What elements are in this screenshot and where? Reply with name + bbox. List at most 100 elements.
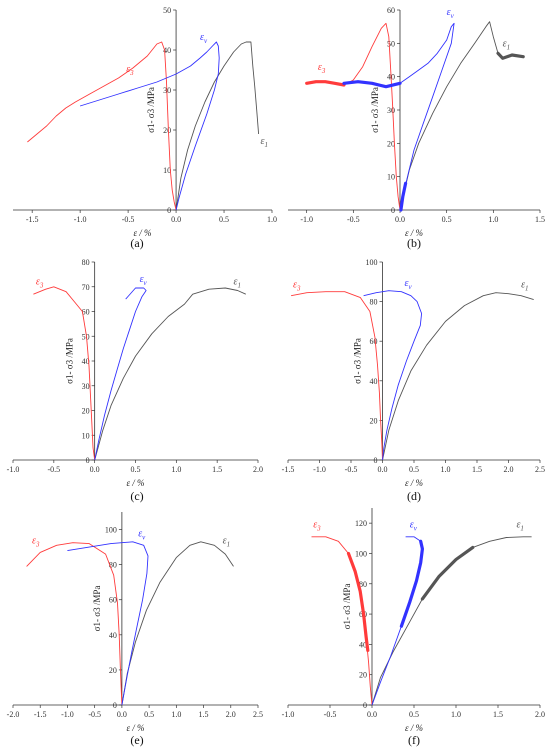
panel-caption: (b) bbox=[407, 236, 421, 250]
series-label-main: ε bbox=[260, 136, 264, 147]
x-tick-label: 1.0 bbox=[451, 710, 461, 719]
panel-caption: (a) bbox=[130, 236, 143, 250]
series-label-main: ε bbox=[293, 280, 297, 291]
series-line-epsv bbox=[363, 290, 423, 461]
series-label-main: ε bbox=[405, 278, 409, 289]
x-tick-label: 0.0 bbox=[90, 465, 100, 474]
y-tick-label: 0 bbox=[167, 206, 171, 215]
series-label-eps3: ε3 bbox=[318, 62, 326, 75]
y-tick-label: 80 bbox=[370, 298, 378, 307]
series-label-epsv: εv bbox=[200, 32, 208, 45]
x-tick-label: 1.0 bbox=[441, 465, 451, 474]
series-label-sub: 1 bbox=[525, 285, 529, 293]
x-axis-title: ε / % bbox=[126, 723, 144, 733]
chart-panel-d: -1.5 -1.0 -0.5 0.0 0.5 1.0 1.5 2.0 2.5 0 20 40 60 80 1… bbox=[282, 258, 545, 503]
x-tick-label: 0.0 bbox=[171, 215, 181, 224]
y-tick-label: 0 bbox=[391, 206, 395, 215]
y-tick-label: 100 bbox=[105, 526, 117, 535]
series-label-main: ε bbox=[521, 280, 525, 291]
bold-segment-eps3 bbox=[305, 80, 346, 87]
x-axis-title: ε / % bbox=[126, 478, 144, 488]
series-label-sub: v bbox=[204, 37, 208, 45]
series-label-sub: 3 bbox=[129, 69, 134, 77]
series-line-epsv bbox=[94, 287, 147, 461]
series-line-epsv bbox=[79, 41, 220, 211]
series-label-main: ε bbox=[200, 32, 204, 43]
x-tick-label: -0.5 bbox=[122, 215, 135, 224]
series-line-eps1 bbox=[121, 541, 234, 706]
chart-panel-e: -2.0 -1.5 -1.0 -0.5 0.0 0.5 1.0 1.5 2.0 2.5 0 20 40 6… bbox=[7, 512, 263, 747]
x-tick-label: -0.5 bbox=[47, 465, 60, 474]
y-axis-title: σ1- σ3 /MPa bbox=[146, 87, 156, 133]
series-label-eps1: ε1 bbox=[234, 276, 241, 289]
series-label-eps1: ε1 bbox=[260, 136, 267, 149]
series-label-eps3: ε3 bbox=[36, 276, 44, 289]
x-tick-label: 0.0 bbox=[395, 215, 405, 224]
series-label-main: ε bbox=[36, 276, 40, 287]
series-label-sub: 3 bbox=[316, 525, 321, 533]
series-label-main: ε bbox=[516, 520, 520, 531]
y-tick-label: 30 bbox=[82, 382, 90, 391]
y-tick-label: 60 bbox=[387, 6, 395, 15]
series-line-eps1 bbox=[382, 292, 534, 461]
x-tick-label: 2.0 bbox=[504, 465, 514, 474]
chart-panel-f: -1.0 -0.5 0.0 0.5 1.0 1.5 2.0020406080100120ε … bbox=[282, 508, 545, 747]
series-label-main: ε bbox=[140, 274, 144, 285]
x-tick-label: 0.0 bbox=[117, 710, 127, 719]
y-tick-label: 80 bbox=[109, 561, 117, 570]
series-label-main: ε bbox=[223, 536, 227, 547]
series-line-eps3 bbox=[27, 41, 177, 211]
y-tick-label: 50 bbox=[163, 6, 171, 15]
x-axis-title: ε / % bbox=[405, 228, 423, 238]
series-label-main: ε bbox=[410, 520, 414, 531]
panel-caption: (e) bbox=[130, 733, 143, 747]
x-tick-label: 0.5 bbox=[144, 710, 154, 719]
y-tick-label: 0 bbox=[374, 456, 378, 465]
x-tick-label: 2.0 bbox=[253, 465, 263, 474]
x-tick-label: 2.0 bbox=[226, 710, 236, 719]
series-label-eps1: ε1 bbox=[503, 39, 510, 52]
x-tick-label: -1.0 bbox=[300, 215, 313, 224]
x-tick-label: -1.5 bbox=[26, 215, 39, 224]
x-tick-label: 0.0 bbox=[367, 710, 377, 719]
y-axis-title: σ1- σ3 /MPa bbox=[92, 586, 102, 632]
series-label-main: ε bbox=[313, 520, 317, 531]
series-label-main: ε bbox=[503, 39, 507, 50]
x-tick-label: 0.5 bbox=[442, 215, 452, 224]
x-axis-title: ε / % bbox=[133, 228, 151, 238]
bold-segment-eps1 bbox=[496, 51, 525, 60]
x-tick-label: -0.5 bbox=[347, 215, 360, 224]
y-tick-label: 60 bbox=[109, 596, 117, 605]
series-line-eps3 bbox=[26, 542, 123, 706]
panel-caption: (d) bbox=[407, 489, 421, 503]
bold-segment-epsv bbox=[399, 539, 424, 628]
series-line-eps1 bbox=[399, 21, 524, 211]
y-tick-label: 20 bbox=[370, 416, 378, 425]
y-tick-label: 20 bbox=[359, 671, 367, 680]
series-line-epsv bbox=[343, 22, 455, 211]
series-line-eps3 bbox=[33, 286, 96, 461]
y-tick-label: 60 bbox=[370, 337, 378, 346]
series-label-epsv: εv bbox=[140, 274, 148, 287]
x-tick-label: -1.5 bbox=[282, 465, 295, 474]
y-axis-title: σ1- σ3 /MPa bbox=[342, 584, 352, 630]
x-tick-label: 1.0 bbox=[267, 215, 277, 224]
series-label-sub: 3 bbox=[296, 285, 301, 293]
y-tick-label: 60 bbox=[82, 308, 90, 317]
x-tick-label: 2.5 bbox=[535, 465, 545, 474]
x-tick-label: 1.5 bbox=[472, 465, 482, 474]
series-label-main: ε bbox=[447, 7, 451, 18]
y-tick-label: 10 bbox=[82, 431, 90, 440]
series-label-sub: 1 bbox=[227, 541, 231, 549]
series-line-eps3 bbox=[291, 291, 383, 461]
x-tick-label: 1.5 bbox=[199, 710, 209, 719]
x-tick-label: 1.5 bbox=[535, 215, 545, 224]
bold-segment-eps3 bbox=[346, 551, 370, 653]
x-tick-label: -0.5 bbox=[324, 710, 337, 719]
y-tick-label: 100 bbox=[355, 549, 367, 558]
x-tick-label: 2.5 bbox=[253, 710, 263, 719]
y-tick-label: 100 bbox=[366, 258, 378, 267]
x-tick-label: 1.5 bbox=[212, 465, 222, 474]
y-tick-label: 10 bbox=[163, 166, 171, 175]
